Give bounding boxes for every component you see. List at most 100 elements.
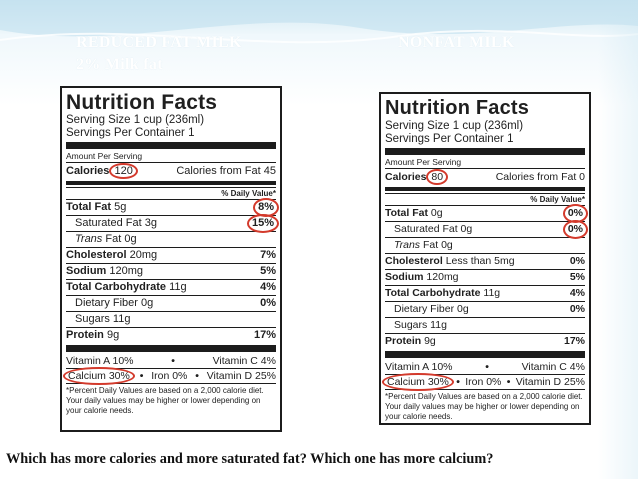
fiber-percent: 0% xyxy=(569,303,585,315)
nutrient-amount: 0g xyxy=(460,223,473,235)
divider-medium xyxy=(66,181,276,185)
sodium-row: Sodium 120mg 5% xyxy=(66,263,276,279)
nutrient-amount: Fat 0g xyxy=(422,239,453,251)
protein-row: Protein 9g 17% xyxy=(385,333,585,349)
trans-fat-row: Trans Fat 0g xyxy=(66,231,276,247)
heading-nonfat: NONFAT MILK xyxy=(398,34,515,51)
daily-value-footnote: *Percent Daily Values are based on a 2,0… xyxy=(66,383,276,416)
calories-value: 80 xyxy=(426,169,449,185)
divider-thick xyxy=(66,142,276,149)
nutrient-amount: 20mg xyxy=(129,249,158,261)
nutrient-amount: 9g xyxy=(424,335,436,347)
nutrient-amount: 120mg xyxy=(109,265,144,277)
protein-row: Protein 9g 17% xyxy=(66,327,276,343)
question-text: Which has more calories and more saturat… xyxy=(6,451,494,467)
nutrient-name: Cholesterol xyxy=(66,249,127,261)
vitamin-c: Vitamin C 4% xyxy=(212,355,276,367)
total-fat-row: Total Fat 5g 8% xyxy=(66,198,279,217)
bullet: • xyxy=(171,355,175,367)
label-title: Nutrition Facts xyxy=(66,91,218,114)
nutrient-name: Cholesterol xyxy=(385,255,443,267)
nutrient-amount: 5g xyxy=(114,201,127,213)
sodium-percent: 5% xyxy=(260,265,276,277)
calcium-value: Calcium 30% xyxy=(63,367,135,385)
sugars-row: Sugars 11g xyxy=(66,311,276,327)
protein-percent: 17% xyxy=(253,329,276,341)
vitamin-row-2: Calcium 30% • Iron 0% • Vitamin D 25% xyxy=(382,373,585,391)
nutrient-amount: 0g xyxy=(430,207,443,219)
bullet: • xyxy=(485,361,489,373)
vitamin-d: Vitamin D 25% xyxy=(206,370,276,382)
bullet: • xyxy=(506,376,511,388)
carbohydrate-row: Total Carbohydrate 11g 4% xyxy=(385,285,585,301)
calories-label: Calories xyxy=(66,165,110,177)
side-gradient xyxy=(598,0,638,479)
trans-fat-row: Trans Fat 0g xyxy=(385,237,585,253)
nutrient-amount: 11g xyxy=(483,287,501,299)
nutrient-name: Sodium xyxy=(66,265,107,277)
daily-value-header: % Daily Value* xyxy=(66,187,276,199)
nutrient-name: Saturated Fat xyxy=(394,223,458,235)
vitamin-a: Vitamin A 10% xyxy=(66,355,134,367)
fiber-row: Dietary Fiber 0g 0% xyxy=(66,295,276,311)
bullet: • xyxy=(139,370,144,382)
nutrient-amount: 120mg xyxy=(426,271,459,283)
vitamin-c: Vitamin C 4% xyxy=(521,361,585,373)
nutrient-name: Trans xyxy=(75,233,103,245)
nutrient-name: Total Carbohydrate xyxy=(66,281,167,293)
protein-percent: 17% xyxy=(563,335,585,347)
vitamin-row-1: Vitamin A 10% • Vitamin C 4% xyxy=(66,354,276,368)
nutrient-name: Protein xyxy=(385,335,422,347)
sodium-percent: 5% xyxy=(569,271,585,283)
iron: Iron 0% xyxy=(151,370,188,382)
fiber-percent: 0% xyxy=(260,297,276,309)
nutrient-name: Sugars 11g xyxy=(394,319,447,331)
nutrient-name: Protein xyxy=(66,329,104,341)
nutrition-label-reduced-fat: Nutrition Facts Serving Size 1 cup (236m… xyxy=(60,86,282,432)
bullet: • xyxy=(195,370,199,382)
nutrient-name: Total Fat xyxy=(66,201,112,213)
nutrient-name: Sodium xyxy=(385,271,424,283)
nutrient-name: Total Fat xyxy=(385,207,428,219)
total-fat-row: Total Fat 0g 0% xyxy=(385,204,588,223)
vitamin-row-1: Vitamin A 10% • Vitamin C 4% xyxy=(385,360,585,374)
saturated-fat-row: Saturated Fat 0g 0% xyxy=(385,220,588,239)
amount-per-serving: Amount Per Serving xyxy=(385,157,462,167)
serving-size: Serving Size 1 cup (236ml) xyxy=(66,114,205,126)
vitamin-a: Vitamin A 10% xyxy=(385,361,453,373)
decorative-wave xyxy=(0,0,638,44)
calories-from-fat: Calories from Fat 45 xyxy=(176,165,276,177)
heading-milk-fat: 2% Milk fat xyxy=(76,56,163,73)
carbohydrate-percent: 4% xyxy=(569,287,585,299)
calories-from-fat: Calories from Fat 0 xyxy=(495,171,585,183)
cholesterol-percent: 7% xyxy=(260,249,276,261)
nutrient-amount: Less than 5mg xyxy=(445,255,515,267)
iron: Iron 0% xyxy=(465,376,502,388)
servings-per-container: Servings Per Container 1 xyxy=(385,133,514,145)
carbohydrate-percent: 4% xyxy=(260,281,276,293)
saturated-fat-percent: 0% xyxy=(562,220,588,239)
vitamin-row-2: Calcium 30% • Iron 0% • Vitamin D 25% xyxy=(63,367,276,385)
nutrient-name: Dietary Fiber 0g xyxy=(394,303,469,315)
daily-value-header: % Daily Value* xyxy=(385,193,585,205)
nutrient-amount: 11g xyxy=(169,281,187,293)
serving-size: Serving Size 1 cup (236ml) xyxy=(385,120,524,132)
divider-medium xyxy=(385,187,585,191)
saturated-fat-row: Saturated Fat 3g 15% xyxy=(66,214,279,233)
cholesterol-percent: 0% xyxy=(569,255,585,267)
calcium-value: Calcium 30% xyxy=(382,373,454,391)
nutrient-name: Dietary Fiber 0g xyxy=(75,297,154,309)
calories-label: Calories xyxy=(385,171,427,183)
nutrient-amount: 3g xyxy=(144,217,157,229)
calories-value: 120 xyxy=(109,163,138,179)
servings-per-container: Servings Per Container 1 xyxy=(66,127,195,139)
cholesterol-row: Cholesterol 20mg 7% xyxy=(66,247,276,263)
nutrient-name: Sugars 11g xyxy=(75,313,131,325)
bullet: • xyxy=(456,376,460,388)
label-title: Nutrition Facts xyxy=(385,97,530,119)
divider-thick xyxy=(66,345,276,352)
nutrient-name: Total Carbohydrate xyxy=(385,287,481,299)
saturated-fat-percent: 15% xyxy=(246,214,279,233)
nutrient-amount: Fat 0g xyxy=(105,233,137,245)
carbohydrate-row: Total Carbohydrate 11g 4% xyxy=(66,279,276,295)
